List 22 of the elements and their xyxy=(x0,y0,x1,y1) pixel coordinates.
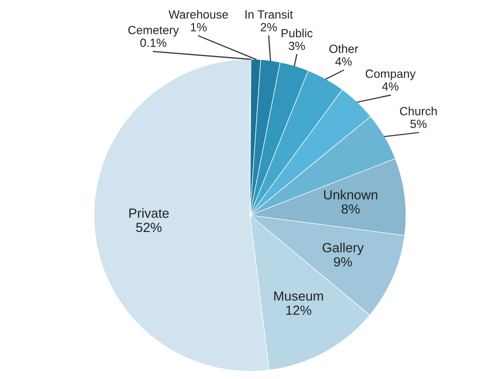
data-label: 8% xyxy=(342,204,360,214)
slice-label: In Transit xyxy=(246,10,293,19)
slice-label: Gallery xyxy=(322,242,364,255)
data-label: 9% xyxy=(334,257,352,267)
data-label: 4% xyxy=(382,82,398,91)
data-label: 4% xyxy=(335,57,352,66)
slice-label: Private xyxy=(129,208,169,218)
slice-label: Church xyxy=(400,106,437,116)
data-label: 52% xyxy=(136,222,162,232)
data-label: 12% xyxy=(286,306,312,315)
data-label: 2% xyxy=(260,23,277,32)
slice-label: Other xyxy=(329,44,358,53)
data-label: 0.1% xyxy=(140,38,166,47)
slice-label: Warehouse xyxy=(168,10,228,19)
data-label: 1% xyxy=(190,23,207,32)
slice-label: Museum xyxy=(274,291,323,301)
slice-label: Public xyxy=(282,28,313,38)
slice-label: Cemetery xyxy=(128,26,179,37)
data-label: 3% xyxy=(288,42,305,50)
data-label: 5% xyxy=(410,120,427,128)
slice-label: Unknown xyxy=(324,190,378,200)
slice-label: Company xyxy=(366,70,416,80)
